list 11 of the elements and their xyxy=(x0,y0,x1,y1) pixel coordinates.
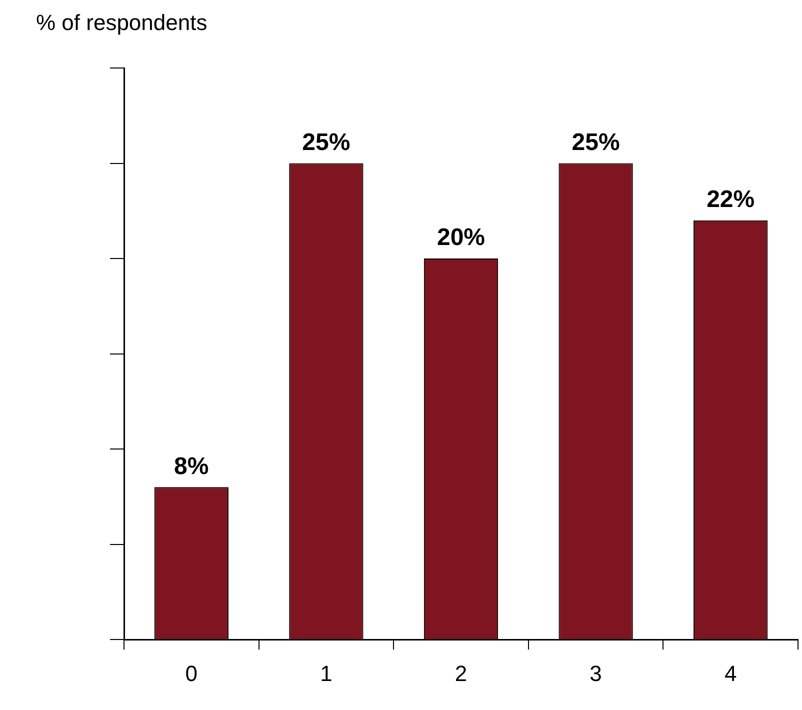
x-tick-label: 0 xyxy=(185,660,198,686)
data-label: 25% xyxy=(302,128,350,156)
text: % of respondents xyxy=(36,10,208,36)
data-label: 8% xyxy=(174,452,209,480)
data-label: 25% xyxy=(572,128,620,156)
x-tick-label: 3 xyxy=(590,660,602,686)
x-tick-label: 1 xyxy=(320,660,332,686)
x-tick-label: 2 xyxy=(454,660,468,686)
x-tick-label: 4 xyxy=(724,660,737,686)
data-label: 22% xyxy=(706,186,755,214)
data-label: 20% xyxy=(436,224,486,252)
